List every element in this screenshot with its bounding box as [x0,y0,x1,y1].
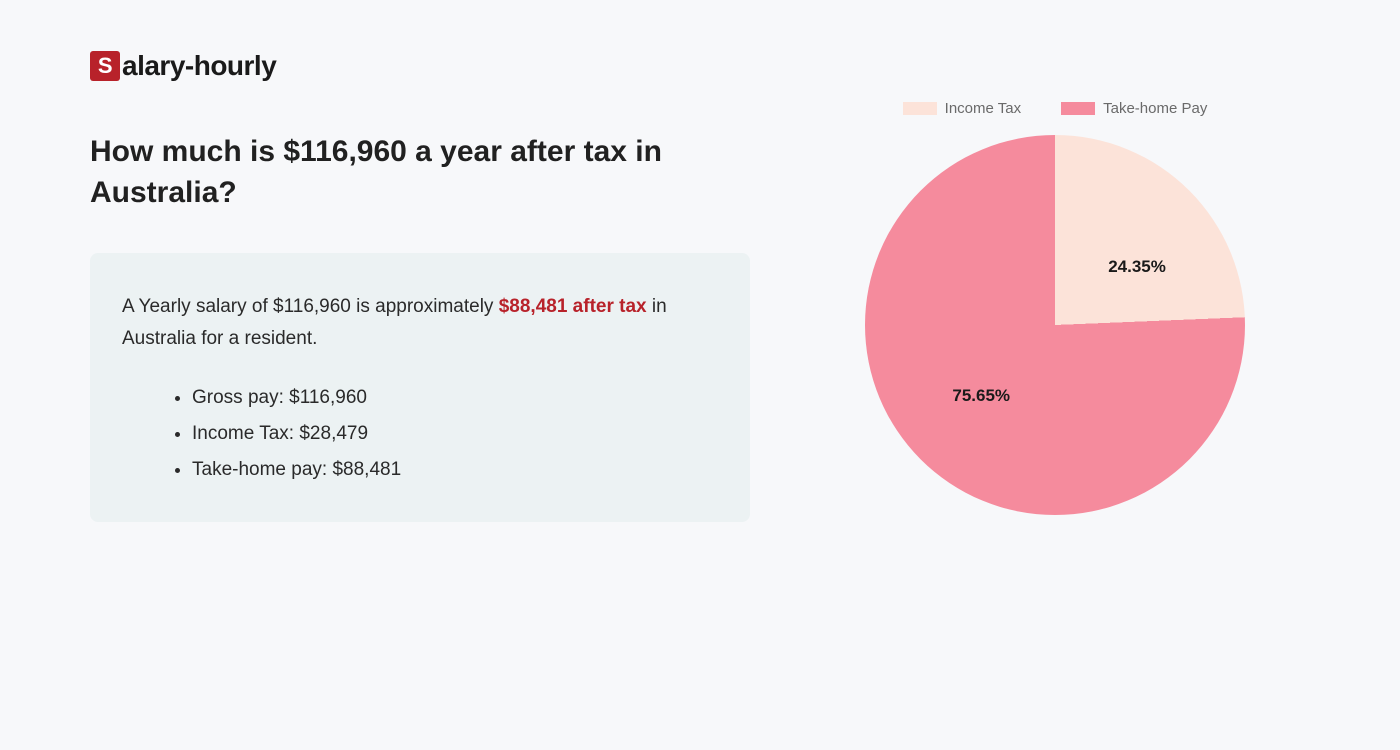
summary-paragraph: A Yearly salary of $116,960 is approxima… [122,291,718,356]
pie-label-take-home: 75.65% [952,386,1010,406]
left-column: How much is $116,960 a year after tax in… [90,132,750,522]
legend-item-take-home: Take-home Pay [1061,100,1207,117]
legend-item-income-tax: Income Tax [903,100,1021,117]
main-content: How much is $116,960 a year after tax in… [90,132,1310,522]
legend-label: Income Tax [945,100,1021,117]
pie-graphic [865,135,1245,515]
pie-chart: 24.35% 75.65% [865,135,1245,515]
list-item: Gross pay: $116,960 [192,380,718,416]
legend-label: Take-home Pay [1103,100,1207,117]
list-item: Take-home pay: $88,481 [192,452,718,488]
logo-text: alary-hourly [122,50,276,82]
legend-swatch [903,102,937,115]
pie-label-income-tax: 24.35% [1108,257,1166,277]
site-logo: S alary-hourly [90,50,1310,82]
logo-s-badge: S [90,51,120,81]
summary-highlight: $88,481 after tax [499,296,647,317]
summary-text-before: A Yearly salary of $116,960 is approxima… [122,296,499,317]
summary-box: A Yearly salary of $116,960 is approxima… [90,253,750,522]
summary-list: Gross pay: $116,960 Income Tax: $28,479 … [122,380,718,488]
chart-legend: Income Tax Take-home Pay [903,100,1208,117]
page-heading: How much is $116,960 a year after tax in… [90,132,750,213]
chart-area: Income Tax Take-home Pay 24.35% 75.65% [840,100,1270,515]
legend-swatch [1061,102,1095,115]
list-item: Income Tax: $28,479 [192,416,718,452]
